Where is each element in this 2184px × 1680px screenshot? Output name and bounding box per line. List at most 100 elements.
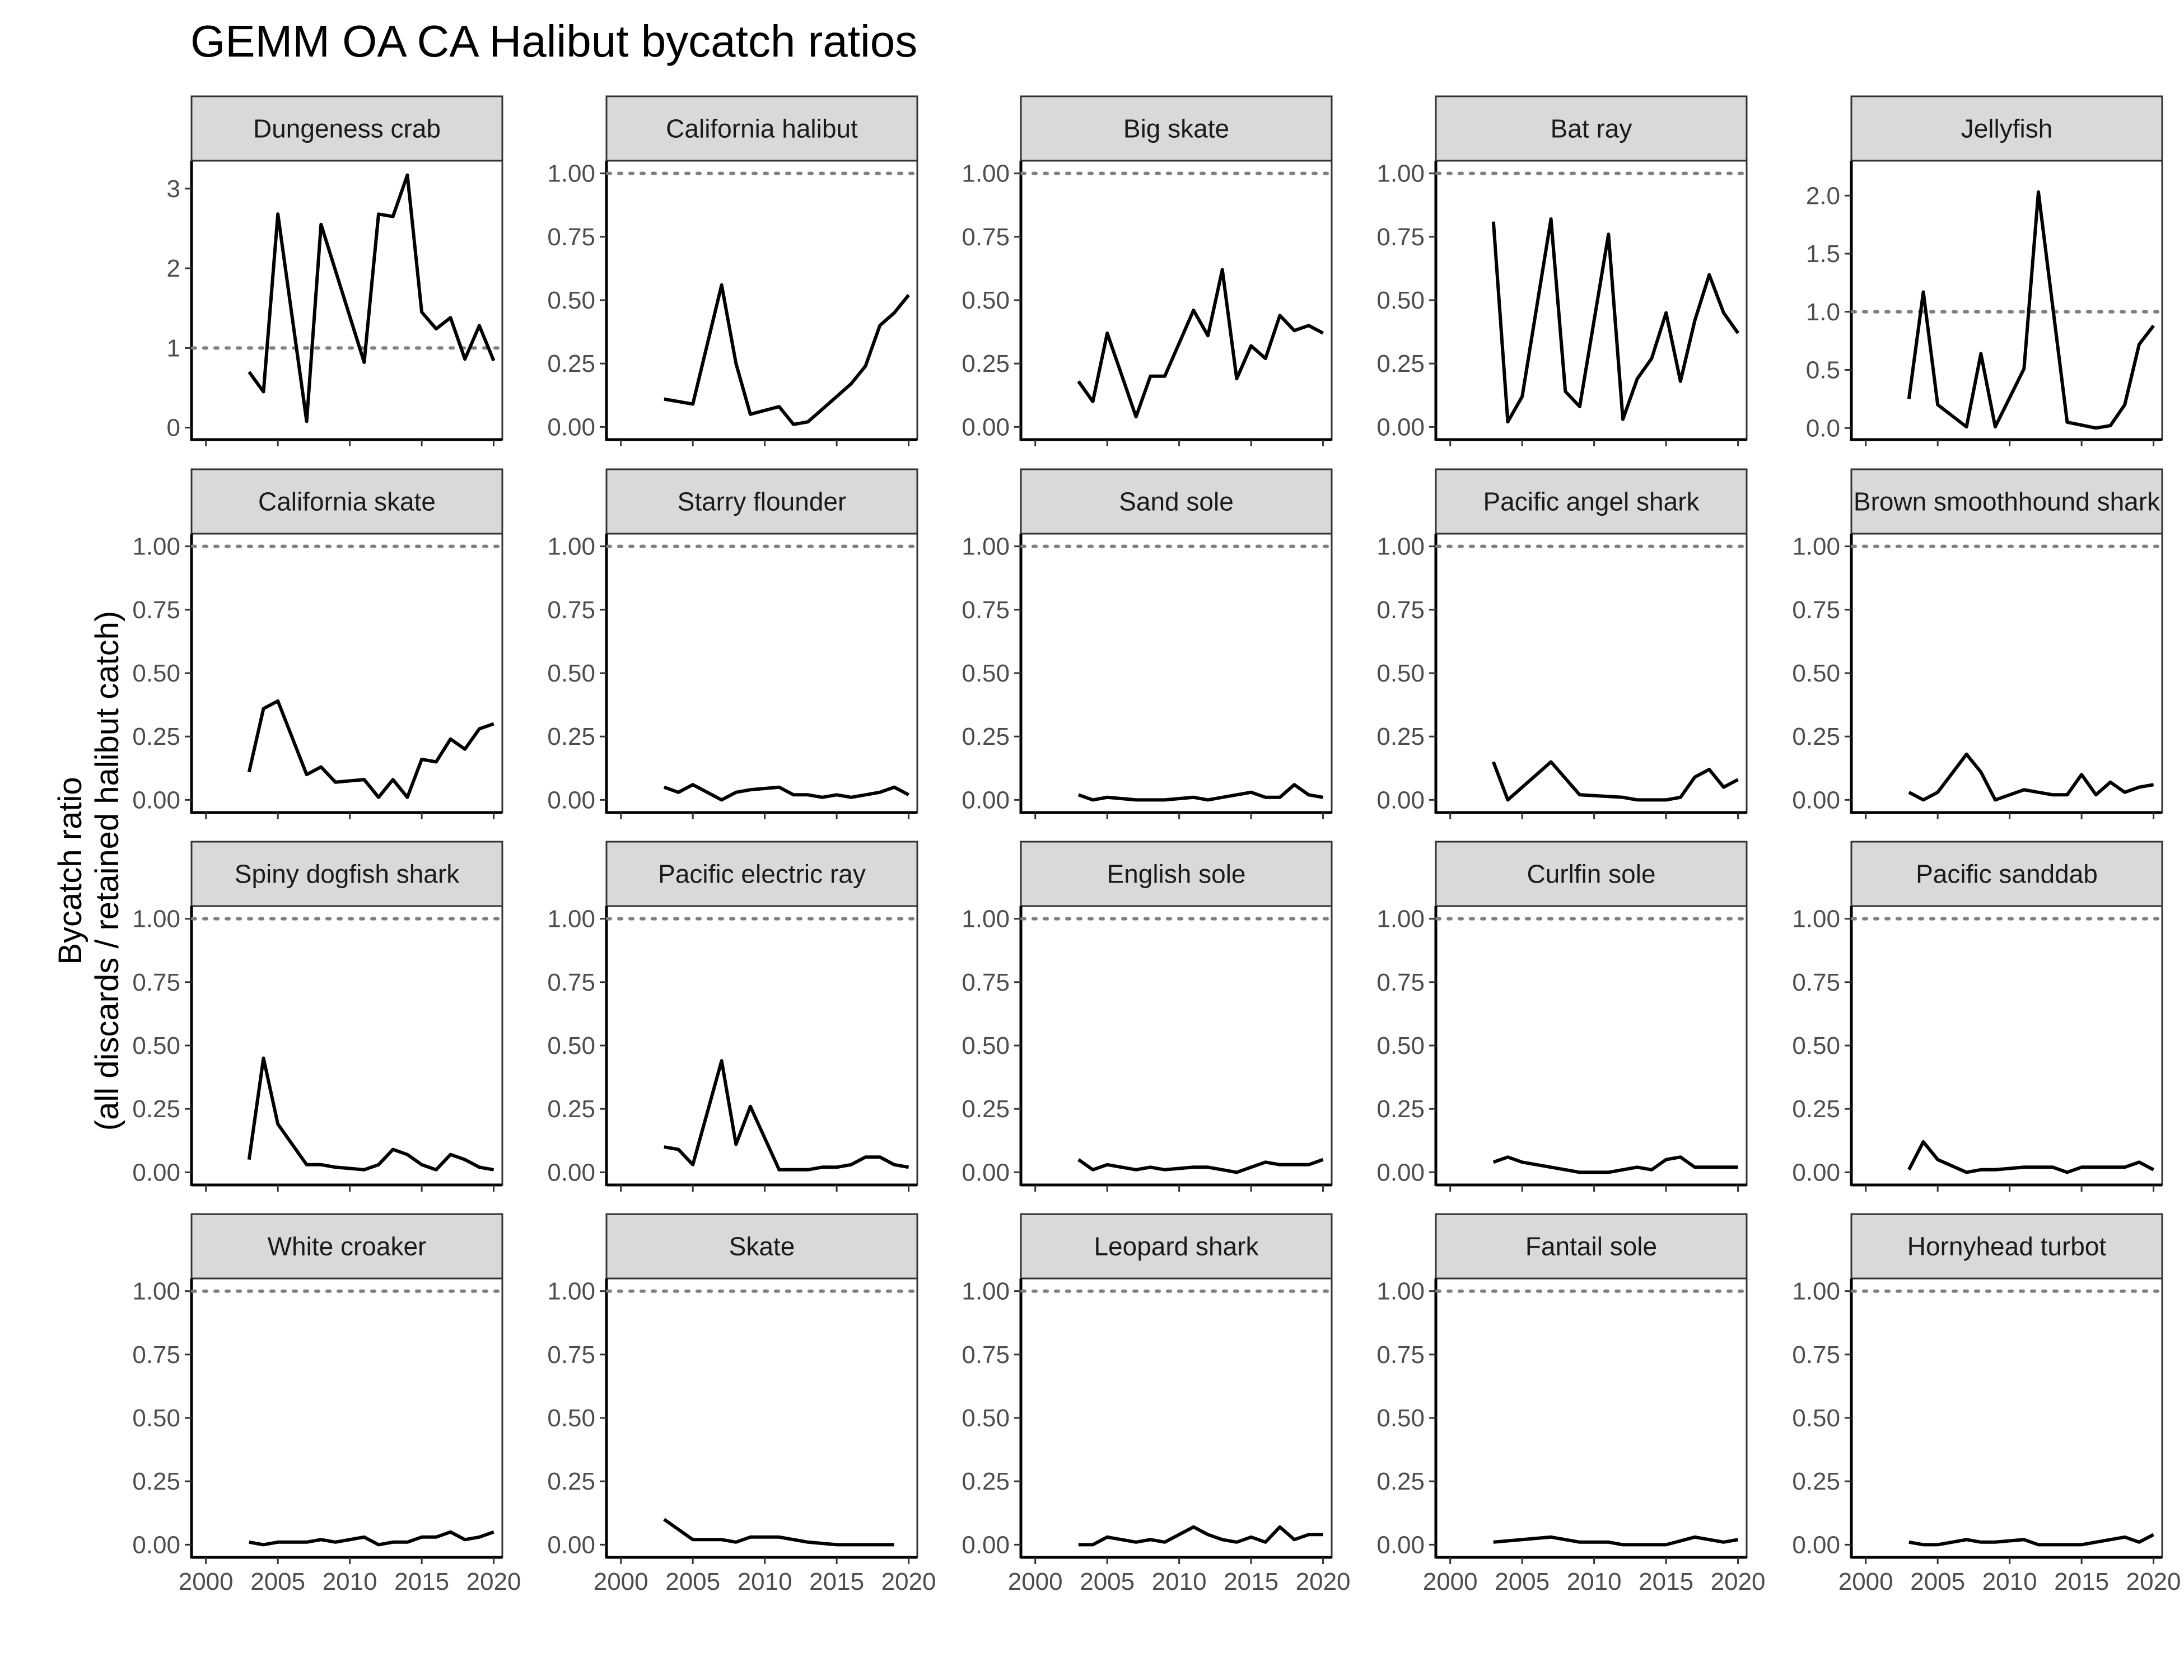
x-tick-label: 2005 — [1910, 1568, 1965, 1595]
facet-panel: Pacific electric ray 0.00 0.25 0.50 0.75 1.00 — [547, 841, 918, 1192]
y-tick-label: 0.25 — [547, 1095, 595, 1123]
facet-panel: Dungeness crab 0 1 2 3 — [167, 95, 503, 446]
series-line — [1491, 760, 1739, 802]
x-tick-label: 2010 — [1567, 1568, 1622, 1595]
x-tick-label: 2000 — [594, 1568, 648, 1595]
y-tick-label: 0.50 — [132, 1404, 180, 1432]
panel-border — [1850, 160, 2163, 441]
y-tick-label: 0.75 — [962, 223, 1010, 251]
y-tick-label: 0.75 — [962, 969, 1010, 996]
panel-border — [190, 533, 503, 814]
y-tick-label: 0.00 — [962, 1531, 1010, 1558]
x-tick-label: 2010 — [323, 1568, 377, 1595]
y-tick-label: 0.00 — [547, 786, 595, 814]
series-line — [1077, 1158, 1324, 1174]
facet-panel: Spiny dogfish shark 0.00 0.25 0.50 0.75 1.00 — [132, 841, 503, 1192]
panel-border — [605, 905, 918, 1186]
y-tick-label: 0.5 — [1806, 357, 1840, 384]
y-tick-label: 1.00 — [1792, 533, 1840, 561]
x-tick-label: 2015 — [809, 1568, 864, 1595]
series-line — [1908, 1533, 2154, 1547]
x-tick-label: 2015 — [394, 1568, 449, 1595]
facet-strip — [1850, 95, 2163, 162]
x-tick-label: 2020 — [881, 1568, 936, 1595]
y-tick-label: 0.50 — [1376, 660, 1425, 687]
facet-strip-label: Pacific electric ray — [658, 860, 866, 889]
y-tick-label: 1.00 — [547, 533, 595, 561]
y-tick-label: 0.00 — [1376, 786, 1425, 814]
x-tick-label: 2015 — [1639, 1568, 1693, 1595]
y-tick-label: 1.00 — [962, 906, 1010, 933]
facet-strip — [605, 1213, 918, 1280]
y-tick-label: 0.50 — [1792, 1032, 1840, 1060]
facet-strip-label: Skate — [729, 1232, 795, 1261]
y-tick-label: 2.0 — [1806, 182, 1840, 209]
y-tick-label: 0.50 — [962, 660, 1010, 687]
y-tick-label: 0.75 — [547, 596, 595, 624]
facet-strip-label: Curlfin sole — [1527, 860, 1655, 889]
panel-border — [605, 1277, 918, 1558]
y-tick-label: 0.75 — [132, 596, 180, 624]
y-tick-label: 0.00 — [1376, 1159, 1425, 1186]
y-tick-label: 0.50 — [1376, 1404, 1425, 1432]
facet-panel: Bat ray 0.00 0.25 0.50 0.75 1.00 — [1376, 95, 1748, 446]
series-line — [664, 1059, 909, 1172]
panel-border — [1435, 1277, 1748, 1558]
y-tick-label: 0.75 — [962, 1341, 1010, 1369]
panel-border — [605, 533, 918, 814]
y-tick-label: 0.50 — [547, 660, 595, 687]
facet-strip — [1020, 95, 1333, 162]
x-tick-label: 2005 — [1495, 1568, 1550, 1595]
y-tick-label: 0 — [167, 414, 180, 442]
y-tick-label: 0.00 — [132, 1159, 180, 1186]
facet-strip-label: California skate — [258, 487, 436, 516]
x-tick-label: 2010 — [1982, 1568, 2037, 1595]
y-tick-label: 0.50 — [547, 287, 595, 314]
y-tick-label: 0.25 — [547, 723, 595, 750]
x-tick-label: 2000 — [1838, 1568, 1893, 1595]
y-tick-label: 0.75 — [547, 223, 595, 251]
y-tick-label: 0.75 — [132, 1341, 180, 1369]
x-tick-label: 2020 — [466, 1568, 521, 1595]
facet-panel: Jellyfish 0.0 0.5 1.0 1.5 2.0 — [1806, 95, 2163, 446]
facet-strip-label: White croaker — [268, 1232, 427, 1261]
y-tick-label: 0.25 — [962, 723, 1010, 750]
panel-border — [1020, 1277, 1333, 1558]
y-tick-label: 0.00 — [547, 1531, 595, 1558]
facet-panel: Brown smoothhound shark 0.00 0.25 0.50 0.75 1… — [1792, 468, 2163, 819]
y-tick-label: 0.25 — [962, 1468, 1010, 1495]
y-tick-label: 0.0 — [1806, 414, 1840, 442]
y-tick-label: 1.00 — [962, 533, 1010, 561]
y-tick-label: 0.75 — [1792, 969, 1840, 996]
y-tick-label: 1.5 — [1806, 240, 1840, 268]
y-tick-label: 0.50 — [1792, 1404, 1840, 1432]
y-axis-label-line2: (all discards / retained halibut catch) — [89, 611, 125, 1131]
y-tick-label: 0.50 — [1792, 660, 1840, 687]
y-tick-label: 1.00 — [132, 906, 180, 933]
y-tick-label: 1.00 — [962, 160, 1010, 188]
y-tick-label: 0.50 — [1376, 1032, 1425, 1060]
y-tick-label: 0.25 — [547, 350, 595, 377]
panel-border — [1435, 905, 1748, 1186]
facet-panel: Starry flounder 0.00 0.25 0.50 0.75 1.00 — [547, 468, 918, 819]
y-tick-label: 0.25 — [1376, 350, 1425, 377]
panel-border — [1850, 533, 2163, 814]
y-tick-label: 0.25 — [132, 1095, 180, 1123]
x-tick-label: 2015 — [2054, 1568, 2109, 1595]
y-tick-label: 0.50 — [547, 1404, 595, 1432]
y-tick-label: 0.00 — [962, 786, 1010, 814]
facet-panel: California halibut 0.00 0.25 0.50 0.75 1.00 — [547, 95, 918, 446]
y-tick-label: 0.00 — [547, 1159, 595, 1186]
y-tick-label: 0.75 — [132, 969, 180, 996]
facet-panel: English sole 0.00 0.25 0.50 0.75 1.00 — [962, 841, 1333, 1192]
series-line — [249, 1530, 494, 1547]
x-tick-label: 2020 — [1711, 1568, 1766, 1595]
facet-strip — [1020, 841, 1333, 907]
y-tick-label: 1.00 — [1376, 160, 1425, 188]
y-tick-label: 0.75 — [1376, 596, 1425, 624]
facet-strip-label: Fantail sole — [1525, 1232, 1657, 1261]
facet-strip-label: Brown smoothhound shark — [1854, 487, 2160, 516]
y-tick-label: 0.00 — [132, 786, 180, 814]
y-tick-label: 0.00 — [962, 1159, 1010, 1186]
panel-border — [190, 905, 503, 1186]
